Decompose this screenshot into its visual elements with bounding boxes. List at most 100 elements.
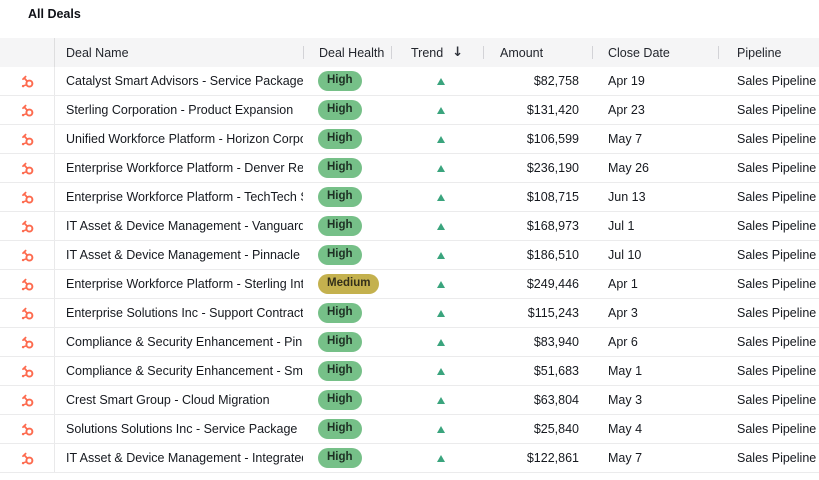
record-icon-cell xyxy=(0,386,55,414)
trend-cell xyxy=(391,270,483,298)
header-pipeline[interactable]: Pipeline xyxy=(718,38,819,67)
table-row[interactable]: Enterprise Solutions Inc - Support Contr… xyxy=(0,299,819,328)
deal-health-cell: High xyxy=(303,96,391,124)
deal-health-cell: High xyxy=(303,386,391,414)
close-date: May 7 xyxy=(608,451,643,465)
health-badge: High xyxy=(318,419,362,439)
close-date: Apr 19 xyxy=(608,74,645,88)
pipeline: Sales Pipeline xyxy=(737,422,817,436)
page-title: All Deals xyxy=(28,7,81,21)
table-row[interactable]: IT Asset & Device Management - Vanguard … xyxy=(0,212,819,241)
pipeline: Sales Pipeline xyxy=(737,161,817,175)
deal-health-cell: High xyxy=(303,67,391,95)
trend-up-icon xyxy=(437,280,445,288)
pipeline: Sales Pipeline xyxy=(737,451,817,465)
hubspot-sprocket-icon xyxy=(21,220,33,233)
record-icon-cell xyxy=(0,270,55,298)
deal-name[interactable]: Crest Smart Group - Cloud Migration xyxy=(66,393,270,407)
trend-up-icon xyxy=(437,251,445,259)
deal-name[interactable]: Enterprise Workforce Platform - TechTech… xyxy=(66,190,303,204)
pipeline: Sales Pipeline xyxy=(737,219,817,233)
deal-health-cell: Medium xyxy=(303,270,391,298)
close-date: May 4 xyxy=(608,422,643,436)
deal-health-cell: High xyxy=(303,154,391,182)
health-badge: Medium xyxy=(318,274,380,294)
hubspot-sprocket-icon xyxy=(21,75,33,88)
trend-up-icon xyxy=(437,106,445,114)
health-badge: High xyxy=(318,332,362,352)
deal-health-cell: High xyxy=(303,183,391,211)
deal-health-cell: High xyxy=(303,212,391,240)
deal-name[interactable]: IT Asset & Device Management - Integrate… xyxy=(66,451,303,465)
sort-descending-icon[interactable]: ↓ xyxy=(452,45,464,60)
deal-health-cell: High xyxy=(303,444,391,472)
deal-name[interactable]: Solutions Solutions Inc - Service Packag… xyxy=(66,422,298,436)
table-row[interactable]: Sterling Corporation - Product Expansion… xyxy=(0,96,819,125)
table-row[interactable]: IT Asset & Device Management - Integrate… xyxy=(0,444,819,473)
trend-cell xyxy=(391,96,483,124)
deal-name[interactable]: Enterprise Workforce Platform - Sterling… xyxy=(66,277,303,291)
health-badge: High xyxy=(318,158,362,178)
deal-name[interactable]: Catalyst Smart Advisors - Service Packag… xyxy=(66,74,303,88)
deal-name[interactable]: IT Asset & Device Management - Vanguard … xyxy=(66,219,303,233)
trend-up-icon xyxy=(437,164,445,172)
deal-name[interactable]: Enterprise Workforce Platform - Denver R… xyxy=(66,161,303,175)
deal-name[interactable]: IT Asset & Device Management - Pinnacle … xyxy=(66,248,303,262)
trend-up-icon xyxy=(437,193,445,201)
trend-cell xyxy=(391,299,483,327)
deal-name[interactable]: Enterprise Solutions Inc - Support Contr… xyxy=(66,306,303,320)
table-row[interactable]: Unified Workforce Platform - Horizon Cor… xyxy=(0,125,819,154)
amount: $25,840 xyxy=(533,422,579,436)
close-date: Jun 13 xyxy=(608,190,646,204)
table-header: Deal Name Deal Health Trend ↓ Amount Clo… xyxy=(0,38,819,67)
amount: $122,861 xyxy=(526,451,579,465)
header-close-date[interactable]: Close Date xyxy=(592,38,718,67)
table-row[interactable]: IT Asset & Device Management - Pinnacle … xyxy=(0,241,819,270)
trend-up-icon xyxy=(437,367,445,375)
amount: $106,599 xyxy=(526,132,579,146)
trend-cell xyxy=(391,328,483,356)
table-row[interactable]: Crest Smart Group - Cloud Migration High… xyxy=(0,386,819,415)
trend-cell xyxy=(391,241,483,269)
trend-up-icon xyxy=(437,396,445,404)
close-date: May 26 xyxy=(608,161,649,175)
table-row[interactable]: Compliance & Security Enhancement - Smar… xyxy=(0,357,819,386)
trend-up-icon xyxy=(437,135,445,143)
health-badge: High xyxy=(318,303,362,323)
deal-health-cell: High xyxy=(303,357,391,385)
table-row[interactable]: Enterprise Workforce Platform - Denver R… xyxy=(0,154,819,183)
header-amount[interactable]: Amount xyxy=(483,38,592,67)
deal-health-cell: High xyxy=(303,241,391,269)
hubspot-sprocket-icon xyxy=(21,104,33,117)
hubspot-sprocket-icon xyxy=(21,394,33,407)
deal-health-cell: High xyxy=(303,299,391,327)
trend-cell xyxy=(391,183,483,211)
header-trend[interactable]: Trend ↓ xyxy=(391,38,483,67)
deal-name[interactable]: Compliance & Security Enhancement - Smar xyxy=(66,364,303,378)
amount: $249,446 xyxy=(526,277,579,291)
deal-name[interactable]: Unified Workforce Platform - Horizon Cor… xyxy=(66,132,303,146)
trend-up-icon xyxy=(437,454,445,462)
table-row[interactable]: Solutions Solutions Inc - Service Packag… xyxy=(0,415,819,444)
table-row[interactable]: Catalyst Smart Advisors - Service Packag… xyxy=(0,67,819,96)
trend-cell xyxy=(391,386,483,414)
pipeline: Sales Pipeline xyxy=(737,335,817,349)
pipeline: Sales Pipeline xyxy=(737,103,817,117)
header-trend-label: Trend xyxy=(411,45,444,60)
health-badge: High xyxy=(318,129,362,149)
trend-up-icon xyxy=(437,425,445,433)
record-icon-cell xyxy=(0,444,55,472)
header-deal-name[interactable]: Deal Name xyxy=(55,38,303,67)
hubspot-sprocket-icon xyxy=(21,336,33,349)
table-row[interactable]: Enterprise Workforce Platform - Sterling… xyxy=(0,270,819,299)
amount: $168,973 xyxy=(526,219,579,233)
record-icon-cell xyxy=(0,183,55,211)
page: All Deals Deal Name Deal Health Trend ↓ … xyxy=(0,7,819,473)
deal-name[interactable]: Sterling Corporation - Product Expansion xyxy=(66,103,294,117)
table-row[interactable]: Enterprise Workforce Platform - TechTech… xyxy=(0,183,819,212)
table-row[interactable]: Compliance & Security Enhancement - Pinn… xyxy=(0,328,819,357)
header-deal-health[interactable]: Deal Health xyxy=(303,38,391,67)
deal-name[interactable]: Compliance & Security Enhancement - Pinn… xyxy=(66,335,303,349)
amount: $236,190 xyxy=(526,161,579,175)
deal-health-cell: High xyxy=(303,328,391,356)
